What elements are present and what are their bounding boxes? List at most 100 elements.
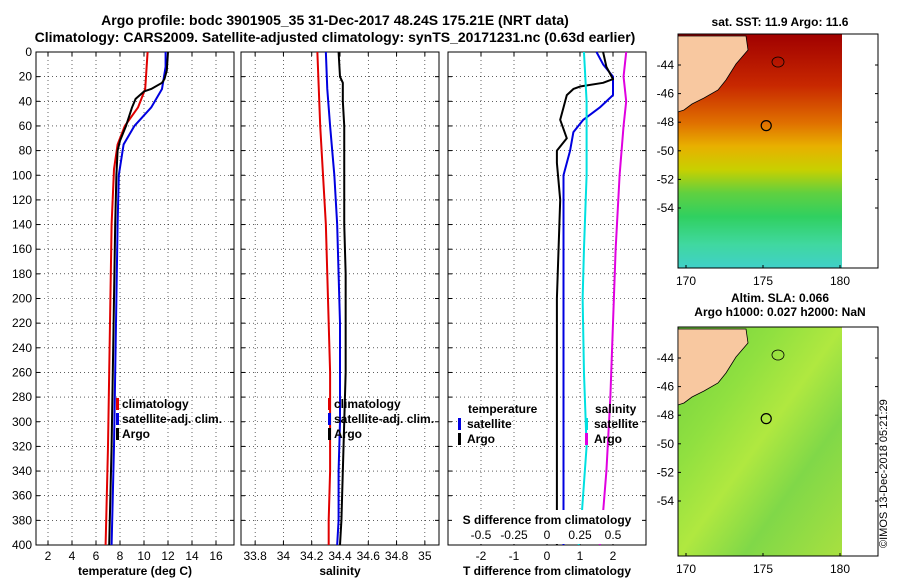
sst-map-nodata: [842, 34, 878, 268]
x-tick-label: 10: [137, 549, 151, 563]
sla-map-title-1: Altim. SLA: 0.066: [730, 291, 830, 305]
legend-label: satellite: [594, 417, 639, 431]
lat-tick-label: -48: [657, 115, 675, 129]
legend-label: Argo: [467, 432, 495, 446]
sst-map-title: sat. SST: 11.9 Argo: 11.6: [711, 15, 849, 29]
x-tick-label: 34.2: [300, 549, 324, 563]
y-tick-label: 400: [12, 538, 32, 552]
y-tick-label: 0: [25, 45, 32, 59]
series-argo: [108, 51, 169, 546]
x-tick-label: 34.8: [385, 549, 409, 563]
series-t-argo: [555, 51, 614, 545]
panel-salinity: 33.8 34 34.2 34.4 34.6 34.8 35 salinity climatol…: [240, 51, 440, 578]
legend-swatch: [328, 398, 331, 410]
salinity-xlabel: salinity: [319, 564, 361, 578]
series-argo: [337, 51, 347, 546]
x-tick-label: -2: [476, 549, 487, 563]
land-new-zealand: [677, 328, 749, 406]
island-contour: [771, 56, 785, 68]
lat-tick-label: -52: [657, 465, 675, 479]
panel-temperature: 0 20 40 60 80 100 120 140 160 180 200 220 240 260 280 3…: [12, 45, 235, 578]
s-tick-label: 0: [544, 528, 551, 542]
y-tick-label: 140: [12, 218, 32, 232]
panel-difference: -2 -1 0 1 2T difference from climatology temp…: [447, 51, 647, 578]
series-satellite-adj-clim-: [324, 51, 341, 546]
legend-swatch: [458, 418, 461, 430]
x-tick-label: 12: [161, 549, 175, 563]
lat-tick-label: -50: [657, 144, 675, 158]
y-tick-label: 60: [19, 119, 33, 133]
legend-label: satellite-adj. clim.: [334, 412, 434, 426]
legend-label: Argo: [594, 432, 622, 446]
y-tick-label: 180: [12, 267, 32, 281]
series-s-argo: [598, 51, 628, 546]
lon-tick-label: 180: [830, 274, 850, 288]
y-tick-label: 360: [12, 489, 32, 503]
x-tick-label: -1: [509, 549, 520, 563]
legend-label: satellite: [467, 417, 512, 431]
y-tick-label: 300: [12, 415, 32, 429]
lon-tick-label: 175: [753, 562, 773, 576]
legend-swatch: [116, 413, 119, 425]
x-tick-label: 6: [93, 549, 100, 563]
y-tick-label: 40: [19, 94, 33, 108]
lon-tick-label: 170: [676, 562, 696, 576]
sla-map: -44 -46 -48 -50 -52 -54 170 175 180: [657, 326, 879, 576]
legend-swatch: [458, 433, 461, 445]
legend-swatch: [585, 433, 588, 445]
series-climatology: [316, 51, 332, 545]
sla-map-nodata: [842, 327, 878, 556]
s-diff-label: S difference from climatology: [463, 513, 632, 527]
s-tick-label: -0.25: [500, 528, 528, 542]
y-tick-label: 320: [12, 439, 32, 453]
lat-tick-label: -50: [657, 437, 675, 451]
x-tick-label: 14: [185, 549, 199, 563]
lat-tick-label: -54: [657, 494, 675, 508]
x-tick-label: 16: [209, 549, 223, 563]
legend-swatch: [116, 428, 119, 440]
chart-subtitle: Climatology: CARS2009. Satellite-adjuste…: [34, 29, 636, 45]
legend-label: satellite-adj. clim.: [122, 412, 222, 426]
legend-title-salinity: salinity: [595, 402, 637, 416]
sla-map-title-2: Argo h1000: 0.027 h2000: NaN: [694, 305, 866, 319]
y-tick-label: 220: [12, 316, 32, 330]
lat-tick-label: -46: [657, 380, 675, 394]
lat-tick-label: -46: [657, 87, 675, 101]
y-tick-label: 280: [12, 390, 32, 404]
lat-tick-label: -48: [657, 408, 675, 422]
series-climatology: [104, 51, 149, 546]
temperature-xlabel: temperature (deg C): [78, 564, 192, 578]
y-tick-label: 80: [19, 144, 33, 158]
y-tick-label: 20: [19, 70, 33, 84]
island-contour: [771, 349, 785, 361]
legend-swatch: [585, 418, 588, 430]
s-tick-label: 0.25: [568, 528, 592, 542]
y-tick-label: 340: [12, 464, 32, 478]
legend-swatch: [328, 428, 331, 440]
series-s-satellite: [577, 51, 588, 546]
chart-title: Argo profile: bodc 3901905_35 31-Dec-201…: [101, 12, 569, 28]
x-tick-label: 4: [69, 549, 76, 563]
x-tick-label: 34.6: [357, 549, 381, 563]
s-tick-label: -0.5: [471, 528, 492, 542]
sla-map-frame: [677, 326, 879, 557]
argo-location-marker: [760, 413, 772, 425]
difference-xlabel: T difference from climatology: [463, 564, 631, 578]
x-tick-label: 34: [277, 549, 291, 563]
s-tick-label: 0.5: [605, 528, 622, 542]
y-tick-label: 200: [12, 292, 32, 306]
y-tick-label: 120: [12, 193, 32, 207]
lat-tick-label: -52: [657, 172, 675, 186]
x-tick-label: 2: [610, 549, 617, 563]
x-tick-label: 33.8: [243, 549, 267, 563]
y-tick-label: 100: [12, 168, 32, 182]
y-tick-label: 380: [12, 513, 32, 527]
argo-location-marker: [760, 120, 772, 132]
legend-title-temperature: temperature: [468, 402, 538, 416]
x-tick-label: 8: [117, 549, 124, 563]
legend-label: climatology: [334, 397, 401, 411]
y-tick-label: 240: [12, 341, 32, 355]
land-new-zealand: [677, 35, 749, 113]
